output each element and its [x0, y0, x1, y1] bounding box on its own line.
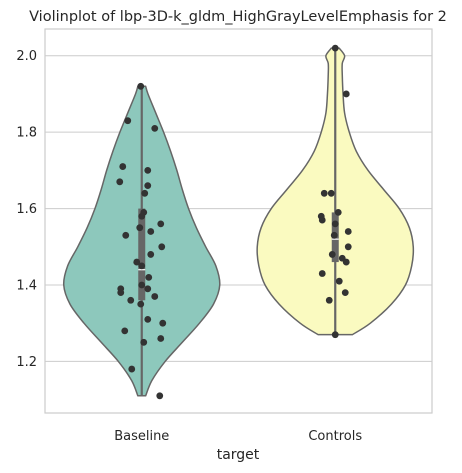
data-point	[157, 335, 165, 342]
data-point	[341, 289, 349, 297]
data-point	[318, 216, 326, 224]
data-point	[320, 189, 328, 197]
data-points	[116, 44, 352, 400]
data-point	[138, 281, 146, 289]
data-point	[334, 209, 342, 216]
data-point	[140, 338, 148, 346]
data-point	[330, 231, 338, 239]
data-point	[147, 251, 155, 258]
y-tick-label: 1.4	[16, 279, 37, 294]
y-tick-label: 1.8	[16, 126, 37, 141]
data-point	[138, 262, 146, 270]
data-point	[144, 182, 152, 190]
chart-title: Violinplot of lbp-3D-k_gldm_HighGrayLeve…	[29, 9, 447, 25]
data-point	[137, 82, 145, 90]
data-point	[157, 220, 165, 228]
y-tick-label: 2.0	[16, 49, 37, 64]
y-tick-label: 1.6	[16, 202, 37, 217]
data-point	[127, 296, 135, 304]
x-tick-label: Controls	[308, 429, 362, 444]
data-point	[122, 231, 130, 239]
x-tick-labels: Baseline Controls	[114, 429, 362, 444]
data-point	[137, 300, 145, 308]
data-point	[144, 315, 152, 323]
plot-frame	[44, 28, 433, 414]
data-point	[141, 189, 149, 197]
data-point	[335, 277, 343, 285]
y-tick-labels: 1.2 1.4 1.6 1.8 2.0	[16, 49, 37, 370]
data-point	[159, 319, 167, 327]
data-point	[344, 228, 352, 235]
data-point	[344, 243, 352, 251]
data-point	[138, 212, 146, 220]
data-point	[144, 166, 152, 174]
data-point	[144, 285, 152, 293]
data-point	[158, 243, 166, 251]
data-point	[133, 258, 141, 266]
data-point	[151, 124, 159, 132]
data-point	[124, 117, 132, 125]
data-point	[136, 224, 144, 232]
data-point	[342, 258, 350, 266]
data-point	[328, 251, 336, 258]
data-point	[117, 289, 125, 297]
data-point	[331, 44, 339, 52]
y-tick-label: 1.2	[16, 355, 37, 370]
data-point	[318, 270, 326, 277]
iqr-box	[138, 208, 146, 301]
data-point	[145, 273, 153, 281]
data-point	[342, 90, 350, 98]
x-tick-label: Baseline	[114, 429, 169, 444]
data-point	[331, 220, 339, 228]
data-point	[151, 293, 159, 300]
data-point	[331, 331, 339, 339]
data-point	[119, 163, 127, 170]
data-point	[116, 178, 124, 186]
data-point	[325, 296, 333, 304]
data-point	[128, 365, 136, 373]
data-point	[156, 392, 164, 400]
data-point	[327, 189, 335, 197]
data-point	[147, 228, 155, 235]
data-point	[121, 327, 129, 335]
x-axis-label: target	[217, 447, 260, 463]
